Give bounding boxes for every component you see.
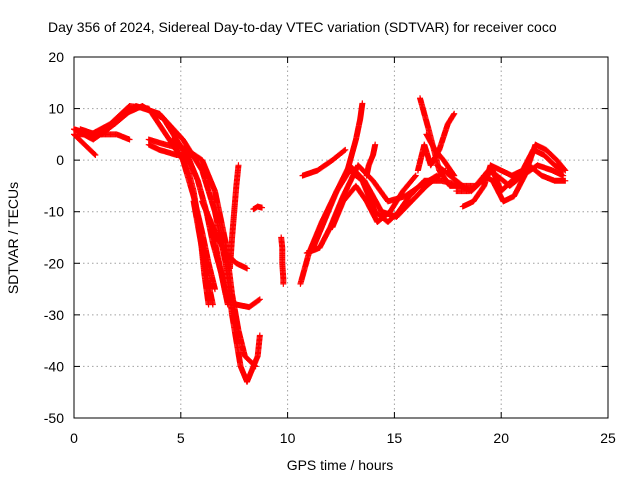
tick-marks [73, 56, 609, 419]
y-tick-labels: -50 -40 -30 -20 -10 0 10 20 [44, 49, 64, 426]
x-tick-labels: 0 5 10 15 20 25 [70, 430, 616, 446]
x-tick-label: 5 [177, 430, 185, 446]
data-point-marks [344, 100, 366, 174]
data-point-marks [329, 172, 419, 231]
series-arc-28 [423, 131, 458, 179]
series-arc-18 [329, 172, 419, 231]
data-point-marks [77, 126, 133, 143]
data-point-marks [414, 110, 458, 174]
series-arc-19 [299, 146, 349, 179]
series-arc-13 [250, 203, 265, 213]
plot-frame [73, 56, 609, 419]
x-tick-label: 20 [493, 430, 509, 446]
data-point-marks [190, 198, 216, 308]
data-point-marks [226, 162, 242, 272]
y-tick-label: 10 [48, 101, 64, 117]
series-arc-21 [363, 141, 379, 179]
y-tick-label: -10 [44, 204, 64, 220]
x-tick-label: 0 [70, 430, 78, 446]
series-arc-5 [77, 126, 133, 143]
data-point-marks [363, 141, 379, 179]
x-tick-label: 25 [600, 430, 616, 446]
series-arc-8 [190, 198, 216, 308]
x-axis-label: GPS time / hours [287, 457, 394, 473]
data-point-marks [481, 141, 569, 205]
y-tick-label: -30 [44, 307, 64, 323]
y-tick-label: -50 [44, 410, 64, 426]
series-arc-12 [226, 162, 242, 272]
chart-title: Day 356 of 2024, Sidereal Day-to-day VTE… [48, 19, 557, 35]
y-tick-label: -40 [44, 358, 64, 374]
series-arc-23 [414, 110, 458, 174]
data-point-marks [169, 136, 251, 272]
y-tick-label: 0 [56, 152, 64, 168]
series-arc-14 [278, 234, 287, 287]
data-point-marks [250, 203, 265, 213]
series-arc-20 [344, 100, 366, 174]
series-arc-11 [169, 136, 251, 272]
series-arc-27 [481, 141, 569, 205]
x-tick-label: 15 [387, 430, 403, 446]
data-marks [71, 95, 569, 385]
data-point-marks [423, 131, 458, 179]
series-arc-4 [71, 131, 99, 158]
y-axis-label: SDTVAR / TECUs [5, 182, 21, 294]
x-tick-label: 10 [280, 430, 296, 446]
y-tick-label: -20 [44, 255, 64, 271]
data-point-marks [71, 131, 99, 158]
y-tick-label: 20 [48, 49, 64, 65]
data-point-marks [278, 234, 287, 287]
data-point-marks [299, 146, 349, 179]
